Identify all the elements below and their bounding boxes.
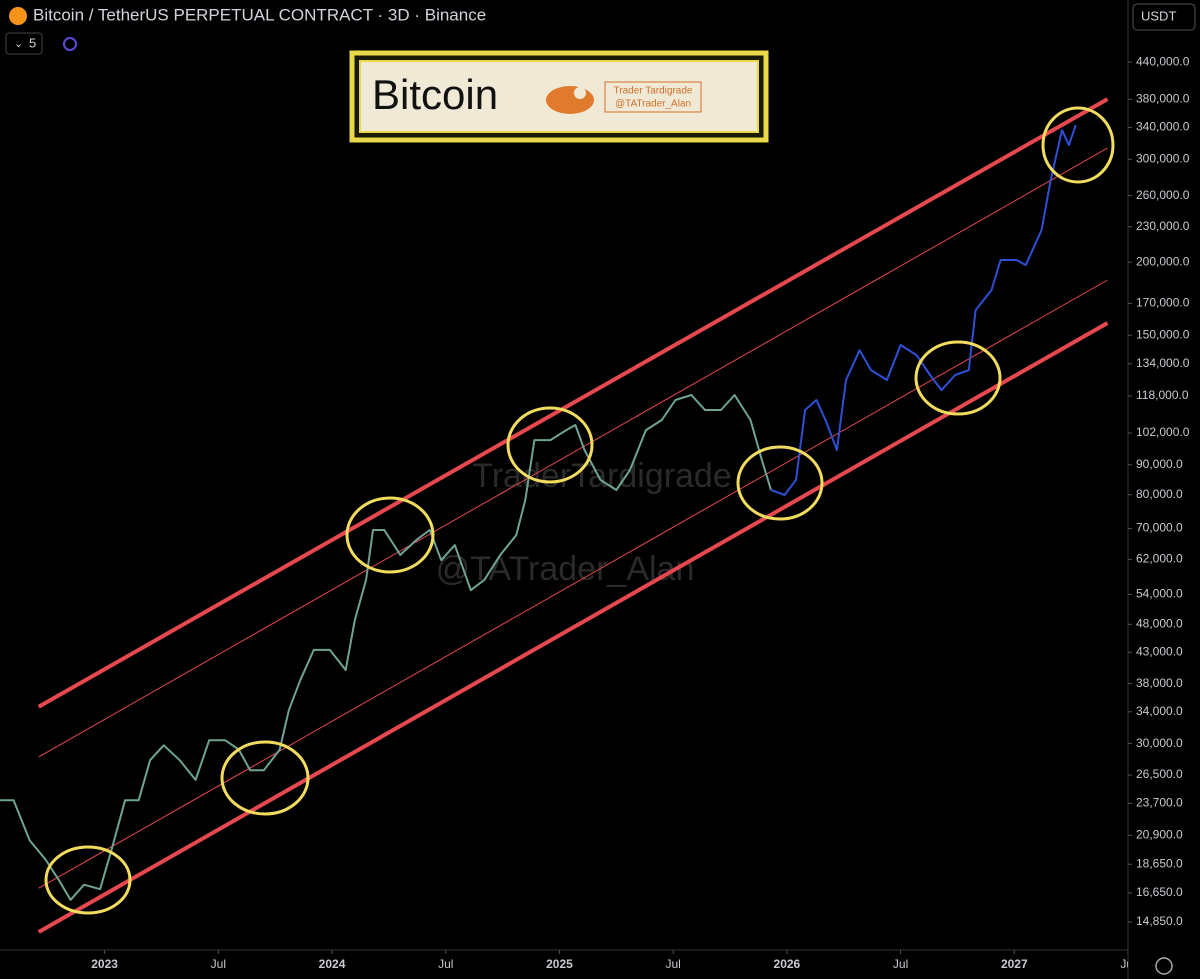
logo-mascot xyxy=(546,86,594,114)
y-tick-label: 18,650.0 xyxy=(1136,856,1183,870)
y-tick-label: 118,000.0 xyxy=(1136,388,1189,402)
x-tick-label: 2026 xyxy=(774,957,801,971)
y-tick-label: 70,000.0 xyxy=(1136,521,1183,535)
x-tick-label: 2024 xyxy=(319,957,346,971)
y-tick-label: 200,000.0 xyxy=(1136,254,1190,268)
badge xyxy=(604,81,702,113)
y-tick-label: 90,000.0 xyxy=(1136,457,1183,471)
y-tick-label: 38,000.0 xyxy=(1136,676,1183,690)
y-tick-label: 134,000.0 xyxy=(1136,356,1190,370)
channel-line xyxy=(37,97,1109,709)
highlight xyxy=(220,740,310,816)
y-tick-label: 80,000.0 xyxy=(1136,487,1183,501)
channel-line xyxy=(38,279,1108,889)
channel-line xyxy=(38,147,1108,758)
highlight-circles xyxy=(44,106,1115,915)
y-tick-label: 26,500.0 xyxy=(1136,767,1183,781)
y-tick-label: 16,650.0 xyxy=(1136,885,1183,899)
highlight xyxy=(1041,106,1115,184)
price-line xyxy=(0,394,772,901)
price-line xyxy=(770,124,1077,496)
badge-handle: @TATrader_Alan xyxy=(615,99,691,110)
y-tick-label: 43,000.0 xyxy=(1136,644,1183,658)
plot-area xyxy=(0,97,1109,934)
y-tick-label: 34,000.0 xyxy=(1136,704,1183,718)
coin-icon xyxy=(9,7,27,25)
highlight xyxy=(914,340,1002,416)
y-tick-label: 380,000.0 xyxy=(1136,91,1190,105)
badge-name: Trader Tardigrade xyxy=(614,86,693,97)
x-tick-label: 2025 xyxy=(546,957,573,971)
y-tick-label: 150,000.0 xyxy=(1136,327,1190,341)
y-tick-label: 300,000.0 xyxy=(1136,151,1190,165)
highlight xyxy=(736,445,824,521)
x-tick-label: Jul xyxy=(893,957,908,971)
y-tick-label: 440,000.0 xyxy=(1136,54,1190,68)
chevron: ⌄ xyxy=(14,38,23,50)
settings-icon[interactable] xyxy=(1155,957,1173,975)
y-tick-label: 54,000.0 xyxy=(1136,587,1183,601)
indicator-toggle[interactable] xyxy=(5,32,43,55)
highlight xyxy=(44,845,132,915)
x-tick-label: Jul xyxy=(438,957,453,971)
x-axis: 2023 Jul 2024 Jul 2025 Jul 2026 Jul 2027 Jul xyxy=(91,950,1135,971)
y-tick-label: 230,000.0 xyxy=(1136,219,1190,233)
x-tick-label: Jul xyxy=(211,957,226,971)
indicator-count: 5 xyxy=(29,35,36,50)
y-tick-label: 48,000.0 xyxy=(1136,616,1183,630)
sync-icon[interactable] xyxy=(63,37,77,51)
y-tick-label: 260,000.0 xyxy=(1136,188,1190,202)
y-tick-label: 23,700.0 xyxy=(1136,796,1183,810)
x-tick-label: 2027 xyxy=(1001,957,1028,971)
channel-line xyxy=(37,321,1109,934)
y-tick-label: 340,000.0 xyxy=(1136,120,1190,134)
x-tick-label: Jul xyxy=(1120,957,1135,971)
highlight xyxy=(506,406,594,484)
y-tick-label: 14,850.0 xyxy=(1136,914,1183,928)
highlight xyxy=(345,496,435,574)
currency-button[interactable] xyxy=(1132,3,1196,31)
x-tick-label: Jul xyxy=(665,957,680,971)
currency: USDT xyxy=(1141,8,1176,23)
y-tick-label: 170,000.0 xyxy=(1136,296,1190,310)
x-tick-label: 2023 xyxy=(91,957,118,971)
y-tick-label: 30,000.0 xyxy=(1136,736,1183,750)
watermark: TraderTardigrade xyxy=(472,457,732,495)
y-tick-label: 20,900.0 xyxy=(1136,827,1183,841)
logo-title: Bitcoin xyxy=(372,71,498,118)
y-tick-label: 102,000.0 xyxy=(1136,425,1190,439)
y-tick-label: 62,000.0 xyxy=(1136,552,1183,566)
chart-title: Bitcoin / TetherUS PERPETUAL CONTRACT · … xyxy=(33,5,486,24)
logo-mascot-eye xyxy=(574,87,586,99)
